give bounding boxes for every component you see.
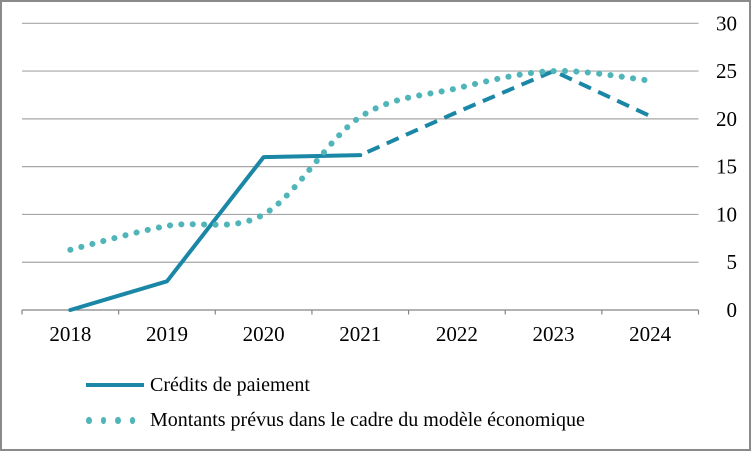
legend: Crédits de paiement Montants prévus dans… <box>86 370 585 440</box>
y-tick-label-20: 20 <box>716 107 737 131</box>
legend-label-credits-de-paiement: Crédits de paiement <box>150 373 310 396</box>
y-tick-label-30: 30 <box>716 11 737 35</box>
legend-item-credits-de-paiement: Crédits de paiement <box>86 370 585 400</box>
y-tick-label-5: 5 <box>727 250 738 274</box>
legend-dot-icon <box>86 416 92 424</box>
legend-label-montants-prevus: Montants prévus dans le cadre du modèle … <box>150 408 585 431</box>
legend-swatch-solid-line <box>86 383 144 387</box>
series-line-1 <box>68 153 363 312</box>
x-tick-label-2020: 2020 <box>243 322 285 346</box>
legend-swatch-dotted-line <box>86 416 144 424</box>
legend-dot-icon <box>129 416 135 424</box>
y-tick-label-0: 0 <box>727 298 738 322</box>
y-tick-label-15: 15 <box>716 155 737 179</box>
x-tick-label-2019: 2019 <box>146 322 188 346</box>
y-tick-label-25: 25 <box>716 59 737 83</box>
x-tick-label-2021: 2021 <box>339 322 381 346</box>
x-tick-label-2023: 2023 <box>533 322 575 346</box>
x-tick-label-2022: 2022 <box>436 322 478 346</box>
x-tick-label-2024: 2024 <box>629 322 672 346</box>
legend-dot-icon <box>100 416 106 424</box>
x-tick-label-2018: 2018 <box>49 322 91 346</box>
series-line-2 <box>67 67 654 253</box>
legend-item-montants-prevus: Montants prévus dans le cadre du modèle … <box>86 405 585 435</box>
y-tick-label-10: 10 <box>716 202 737 226</box>
series-line-1-forecast <box>359 69 652 158</box>
legend-dot-icon <box>115 416 121 424</box>
